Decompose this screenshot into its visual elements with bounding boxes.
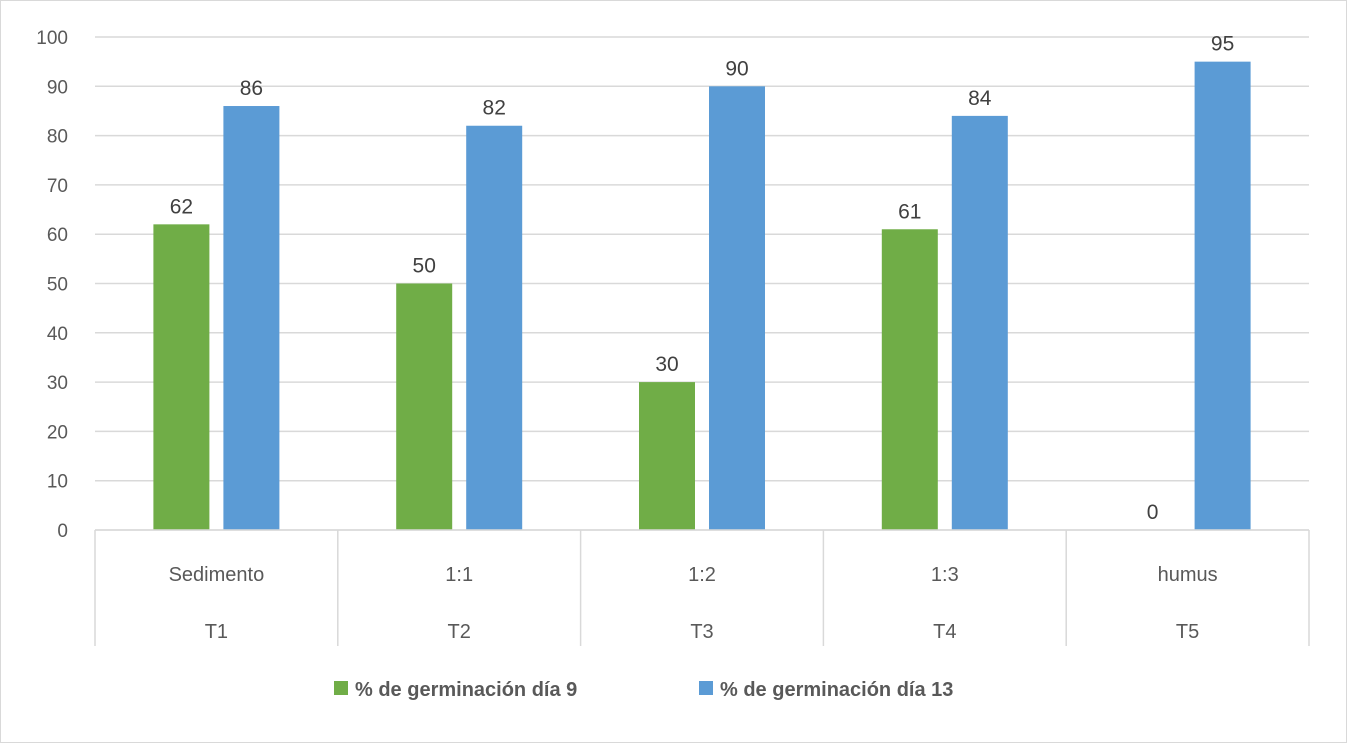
category-label: Sedimento	[169, 564, 265, 586]
legend-label: % de germinación día 13	[720, 679, 953, 701]
y-tick-label: 20	[47, 422, 68, 443]
legend-swatch	[334, 681, 348, 695]
data-labels: 62 86 50 82 30 90 61 84 0 95	[170, 33, 1235, 524]
data-label: 95	[1211, 33, 1234, 56]
data-label: 61	[898, 200, 921, 223]
y-tick-label: 90	[47, 77, 68, 98]
y-tick-label: 50	[47, 275, 68, 296]
y-tick-label: 70	[47, 176, 68, 197]
y-axis-ticks: 0 10 20 30 40 50 60 70 80 90 100	[36, 28, 68, 542]
bar	[639, 382, 695, 530]
y-tick-label: 10	[47, 472, 68, 493]
y-tick-label: 100	[36, 28, 68, 49]
bar	[951, 115, 1008, 530]
legend-swatch	[699, 681, 713, 695]
data-label: 86	[240, 77, 263, 100]
bar	[709, 86, 765, 531]
bar	[1194, 61, 1251, 531]
category-label: 1:3	[931, 564, 959, 586]
bar	[396, 283, 453, 530]
bar	[466, 125, 523, 531]
y-tick-label: 80	[47, 127, 68, 148]
gridlines	[95, 36, 1309, 531]
data-label: 50	[413, 255, 436, 278]
bar	[881, 229, 938, 530]
y-tick-label: 30	[47, 373, 68, 394]
category-sub-label: T1	[205, 621, 228, 643]
data-label: 30	[655, 353, 678, 376]
bar	[223, 106, 280, 531]
data-label: 62	[170, 195, 193, 218]
legend: % de germinación día 9 % de germinación d…	[334, 679, 953, 701]
data-label: 84	[968, 87, 992, 110]
bars	[153, 61, 1251, 531]
category-sub-label: T3	[690, 621, 713, 643]
category-label: 1:2	[688, 564, 716, 586]
y-tick-label: 40	[47, 324, 68, 345]
category-axis: Sedimento T1 1:1 T2 1:2 T3 1:3 T4 humus T5	[94, 529, 1310, 646]
y-tick-label: 0	[57, 521, 68, 542]
legend-label: % de germinación día 9	[355, 679, 577, 701]
category-sub-label: T2	[448, 621, 471, 643]
category-label: humus	[1158, 564, 1218, 586]
data-label: 0	[1147, 501, 1159, 524]
category-sub-label: T5	[1176, 621, 1199, 643]
data-label: 82	[483, 97, 506, 120]
category-label: 1:1	[445, 564, 473, 586]
category-sub-label: T4	[933, 621, 956, 643]
y-tick-label: 60	[47, 225, 68, 246]
bar	[153, 224, 210, 530]
data-label: 90	[725, 57, 748, 80]
